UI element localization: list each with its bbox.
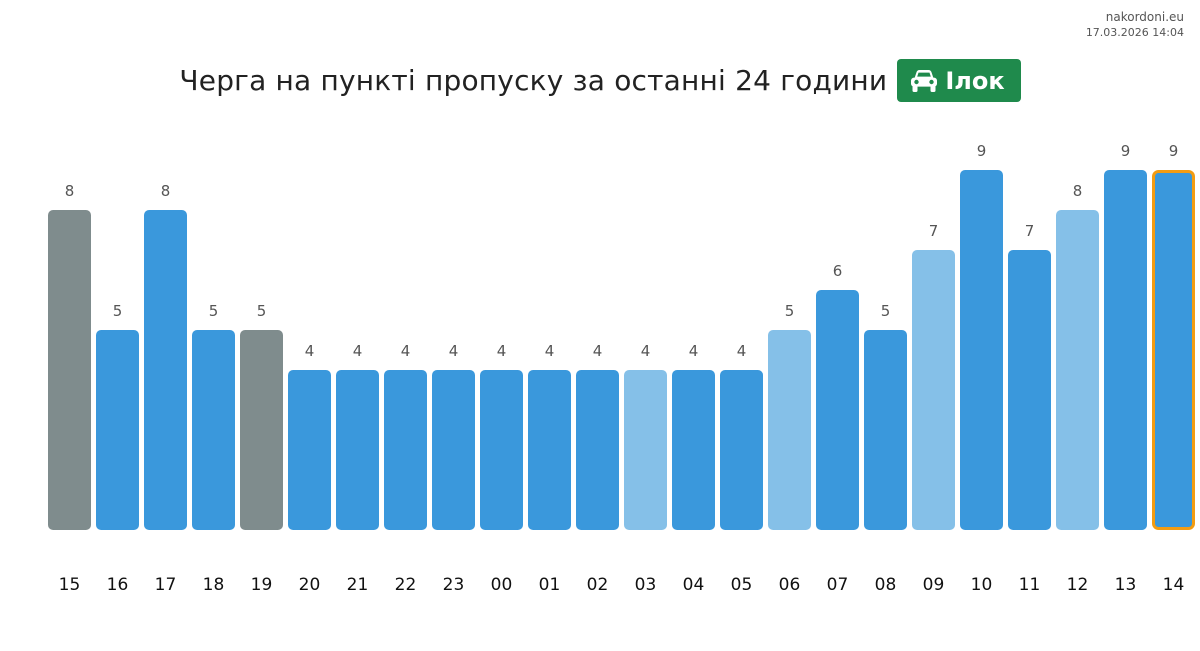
bar-18 — [192, 330, 235, 530]
value-label-17: 8 — [161, 182, 171, 200]
x-tick-16: 16 — [107, 575, 129, 595]
bar-14 — [1152, 170, 1195, 530]
x-tick-23: 23 — [443, 575, 465, 595]
value-label-16: 5 — [113, 302, 123, 320]
bar-02 — [576, 370, 619, 530]
x-tick-01: 01 — [539, 575, 561, 595]
x-tick-20: 20 — [299, 575, 321, 595]
bar-09 — [912, 250, 955, 530]
value-label-00: 4 — [497, 342, 507, 360]
value-label-22: 4 — [401, 342, 411, 360]
site-name: nakordoni.eu — [1105, 10, 1184, 24]
bar-21 — [336, 370, 379, 530]
x-tick-11: 11 — [1019, 575, 1041, 595]
value-label-03: 4 — [641, 342, 651, 360]
x-tick-05: 05 — [731, 575, 753, 595]
bar-01 — [528, 370, 571, 530]
bar-05 — [720, 370, 763, 530]
bar-16 — [96, 330, 139, 530]
x-tick-10: 10 — [971, 575, 993, 595]
value-label-10: 9 — [977, 142, 987, 160]
site-info: nakordoni.eu 17.03.2026 14:04 — [1086, 9, 1184, 40]
value-label-05: 4 — [737, 342, 747, 360]
bar-17 — [144, 210, 187, 530]
x-tick-14: 14 — [1163, 575, 1185, 595]
x-tick-02: 02 — [587, 575, 609, 595]
x-tick-03: 03 — [635, 575, 657, 595]
x-tick-07: 07 — [827, 575, 849, 595]
bar-06 — [768, 330, 811, 530]
x-tick-17: 17 — [155, 575, 177, 595]
value-label-09: 7 — [929, 222, 939, 240]
x-tick-08: 08 — [875, 575, 897, 595]
chart-header: Черга на пункті пропуску за останні 24 г… — [0, 59, 1200, 102]
value-label-12: 8 — [1073, 182, 1083, 200]
bar-12 — [1056, 210, 1099, 530]
value-label-19: 5 — [257, 302, 267, 320]
checkpoint-name: Ілок — [945, 66, 1005, 95]
x-tick-00: 00 — [491, 575, 513, 595]
value-label-01: 4 — [545, 342, 555, 360]
value-label-07: 6 — [833, 262, 843, 280]
bar-04 — [672, 370, 715, 530]
value-label-02: 4 — [593, 342, 603, 360]
x-tick-21: 21 — [347, 575, 369, 595]
bar-00 — [480, 370, 523, 530]
car-icon — [911, 69, 938, 92]
x-tick-22: 22 — [395, 575, 417, 595]
value-label-13: 9 — [1121, 142, 1131, 160]
bar-23 — [432, 370, 475, 530]
bar-13 — [1104, 170, 1147, 530]
bar-03 — [624, 370, 667, 530]
bar-07 — [816, 290, 859, 530]
x-tick-12: 12 — [1067, 575, 1089, 595]
value-label-18: 5 — [209, 302, 219, 320]
value-label-21: 4 — [353, 342, 363, 360]
value-label-11: 7 — [1025, 222, 1035, 240]
value-label-15: 8 — [65, 182, 75, 200]
value-label-06: 5 — [785, 302, 795, 320]
bar-08 — [864, 330, 907, 530]
x-tick-09: 09 — [923, 575, 945, 595]
bar-20 — [288, 370, 331, 530]
chart-title: Черга на пункті пропуску за останні 24 г… — [179, 64, 888, 97]
value-label-14: 9 — [1169, 142, 1179, 160]
timestamp: 17.03.2026 14:04 — [1085, 26, 1184, 39]
value-label-04: 4 — [689, 342, 699, 360]
bar-11 — [1008, 250, 1051, 530]
value-label-08: 5 — [881, 302, 891, 320]
bar-15 — [48, 210, 91, 530]
x-tick-18: 18 — [203, 575, 225, 595]
bar-10 — [960, 170, 1003, 530]
x-tick-19: 19 — [251, 575, 273, 595]
bar-19 — [240, 330, 283, 530]
x-tick-06: 06 — [779, 575, 801, 595]
checkpoint-badge: Ілок — [897, 59, 1021, 102]
x-tick-04: 04 — [683, 575, 705, 595]
bar-22 — [384, 370, 427, 530]
x-tick-15: 15 — [59, 575, 81, 595]
value-label-23: 4 — [449, 342, 459, 360]
value-label-20: 4 — [305, 342, 315, 360]
x-tick-13: 13 — [1115, 575, 1137, 595]
